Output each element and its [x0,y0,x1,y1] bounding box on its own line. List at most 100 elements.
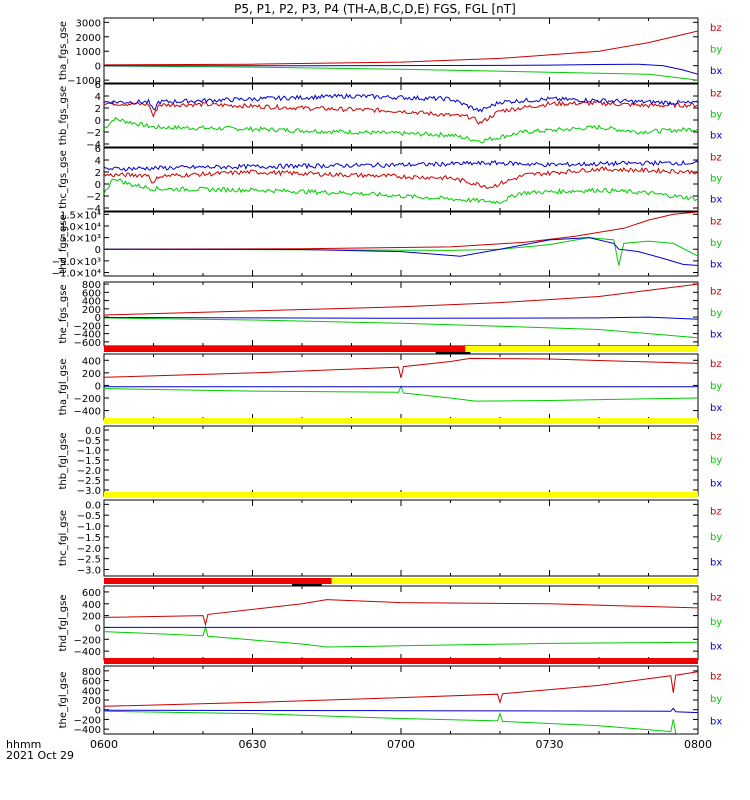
panel-thd-fgl-gse-ytick-label: 400 [82,600,101,611]
panel-thc-fgs-gse-series-bz [104,166,698,189]
panel-the-fgl-gse-ytick-label: 200 [82,696,101,707]
panel-thb-fgl-gse-frame [103,425,699,497]
panel-tha-fgs-gse-legend-bx: bx [710,66,722,77]
panel-thc-fgl-gse-legend-bx: bx [710,557,722,568]
panel-the-fgl-gse-ytick-label: −200 [74,715,101,726]
panel-thc-fgl-gse-ytick-label: 0.0 [85,500,101,511]
panel-thc-fgs-gse-ytick-label: 6 [95,144,101,155]
x-axis-caption: hhmm [6,738,42,751]
panel-thd-fgl-gse-legend-by: by [710,617,722,628]
panel-thb-fgl-gse-flag-yellow [104,418,698,424]
panel-thb-fgs-gse-series-bx [104,93,698,113]
panel-the-fgs-gse-ytick-label: 400 [82,297,101,308]
panel-tha-fgs-gse-ylabel: tha_fgs_gse [58,21,69,80]
panel-thd-fgs-gse-ytick-label: 1.5×10⁴ [60,210,101,221]
panel-thd-fgs-gse-series-by [104,237,698,266]
panel-tha-fgs-gse-ytick-label: 0 [95,62,101,73]
panel-thb-fgs-gse-legend-bz: bz [710,89,722,100]
panel-thd-fgs-gse-ylabel: thd_fgs_gse [58,214,69,273]
panel-thb-fgs-gse-legend-bx: bx [710,131,722,142]
panel-thc-fgl-gse-legend-bz: bz [710,507,722,518]
panel-thc-fgs-gse-legend-bz: bz [710,153,722,164]
panel-thb-fgs-gse-ytick-label: 0 [95,116,101,127]
panel-thd-fgl-gse-flag-mark [292,584,322,586]
panel-tha-fgl-gse-legend-bx: bx [710,403,722,414]
panel-tha-fgl-gse-ytick-label: −400 [74,407,101,418]
panel-the-fgl-gse-legend-bz: bz [710,671,722,682]
panel-tha-fgl-gse-flag-yellow [465,346,698,352]
panel-thb-fgs-gse-frame [103,83,699,148]
panel-tha-fgl-gse-ytick-label: 0 [95,381,101,392]
panel-thd-fgs-gse-ytick-label: 1.0×10⁴ [60,222,101,233]
panel-the-fgl-gse-ytick-label: 800 [82,667,101,678]
panel-tha-fgl-gse-ylabel: tha_fgl_gse [58,359,69,416]
panel-thb-fgl-gse-ytick-label: −1.0 [77,446,101,457]
panel-thd-fgs-gse-legend-by: by [710,238,722,249]
panel-thc-fgl-gse-flag-yellow [104,492,698,498]
panel-the-fgs-gse-ytick-label: 200 [82,305,101,316]
panel-thb-fgs-gse-ylabel: thb_fgs_gse [58,86,69,145]
panel-thc-fgs-gse-legend-bx: bx [710,195,722,206]
x-tick-label: 0800 [684,738,712,751]
panel-the-fgs-gse-ytick-label: −200 [74,321,101,332]
panel-the-fgl-gse-legend-bx: bx [710,717,722,728]
panel-the-fgl-gse-ytick-label: 0 [95,706,101,717]
panel-tha-fgl-gse-series-bz [104,357,698,379]
panel-the-fgl-gse-ylabel: the_fgl_gse [58,672,69,729]
x-tick-label: 0700 [387,738,415,751]
panel-thb-fgl-gse-ytick-label: −2.5 [77,476,101,487]
panel-tha-fgl-gse-legend-by: by [710,381,722,392]
panel-tha-fgs-gse-ytick-label: 3000 [76,18,101,29]
panel-thd-fgl-gse-frame [103,585,699,661]
panel-thb-fgl-gse-ytick-label: −0.5 [77,436,101,447]
panel-tha-fgl-gse-flag-red [104,346,466,352]
panel-tha-fgl-gse-ytick-label: −200 [74,394,101,405]
x-tick-label: 0730 [536,738,564,751]
panel-thc-fgs-gse-ytick-label: 2 [95,168,101,179]
panel-thd-fgs-gse-series-bx [104,237,698,266]
panel-tha-fgs-gse-series-bz [104,30,698,66]
panel-thd-fgs-gse-ytick-label: −1.0×10⁴ [52,269,101,280]
panel-tha-fgl-gse-series-by [104,384,698,402]
panel-thb-fgl-gse-ytick-label: −2.0 [77,466,101,477]
panel-thd-fgs-gse-frame [103,211,699,277]
panel-thd-fgl-gse-ytick-label: 0 [95,623,101,634]
panel-the-fgs-gse-frame [103,281,699,347]
panel-thd-fgs-gse-ytick-label: 5.0×10³ [60,234,101,245]
panel-thb-fgl-gse-ylabel: thb_fgl_gse [58,433,69,490]
panel-the-fgl-gse-series-bz [104,671,698,707]
x-tick-label: 0630 [239,738,267,751]
panel-thc-fgs-gse-ytick-label: 4 [95,156,101,167]
panel-thb-fgl-gse-legend-bx: bx [710,478,722,489]
panel-thc-fgs-gse-series-by [104,178,698,205]
panel-the-fgs-gse-series-by [104,317,698,339]
panel-thd-fgl-gse-flag-red [104,578,332,584]
panel-thb-fgl-gse-ytick-label: −1.5 [77,456,101,467]
panel-the-fgs-gse-legend-bx: bx [710,329,722,340]
panel-the-fgl-gse-ytick-label: 400 [82,686,101,697]
panel-the-fgs-gse-series-bz [104,283,698,316]
panel-the-fgs-gse-ytick-label: 800 [82,280,101,291]
panel-thb-fgs-gse-ytick-label: 6 [95,80,101,91]
x-tick-label: 0600 [90,738,118,751]
panel-the-fgl-gse-ytick-label: −400 [74,725,101,736]
panel-thd-fgl-gse-flag-yellow [331,578,698,584]
panel-thb-fgs-gse-series-bz [104,100,698,125]
panel-thc-fgs-gse-ytick-label: 0 [95,180,101,191]
panel-the-fgs-gse-series-bx [104,316,698,320]
panel-thc-fgs-gse-series-bx [104,159,698,172]
panel-thc-fgl-gse-ytick-label: −1.0 [77,522,101,533]
panel-the-fgl-gse-legend-by: by [710,694,722,705]
panel-thd-fgl-gse-ytick-label: 600 [82,588,101,599]
panel-thc-fgl-gse-ytick-label: −3.0 [77,565,101,576]
panel-tha-fgl-gse-ytick-label: 200 [82,369,101,380]
panel-thc-fgs-gse-legend-by: by [710,174,722,185]
panel-the-fgl-gse-frame [103,665,699,735]
panel-thd-fgl-gse-legend-bz: bz [710,592,722,603]
panel-thc-fgl-gse-frame [103,499,699,577]
panel-thb-fgl-gse-legend-bz: bz [710,432,722,443]
panel-thc-fgl-gse-ylabel: thc_fgl_gse [58,510,69,566]
panel-the-fgs-gse-ytick-label: 600 [82,288,101,299]
panel-thb-fgs-gse-ytick-label: 4 [95,92,101,103]
